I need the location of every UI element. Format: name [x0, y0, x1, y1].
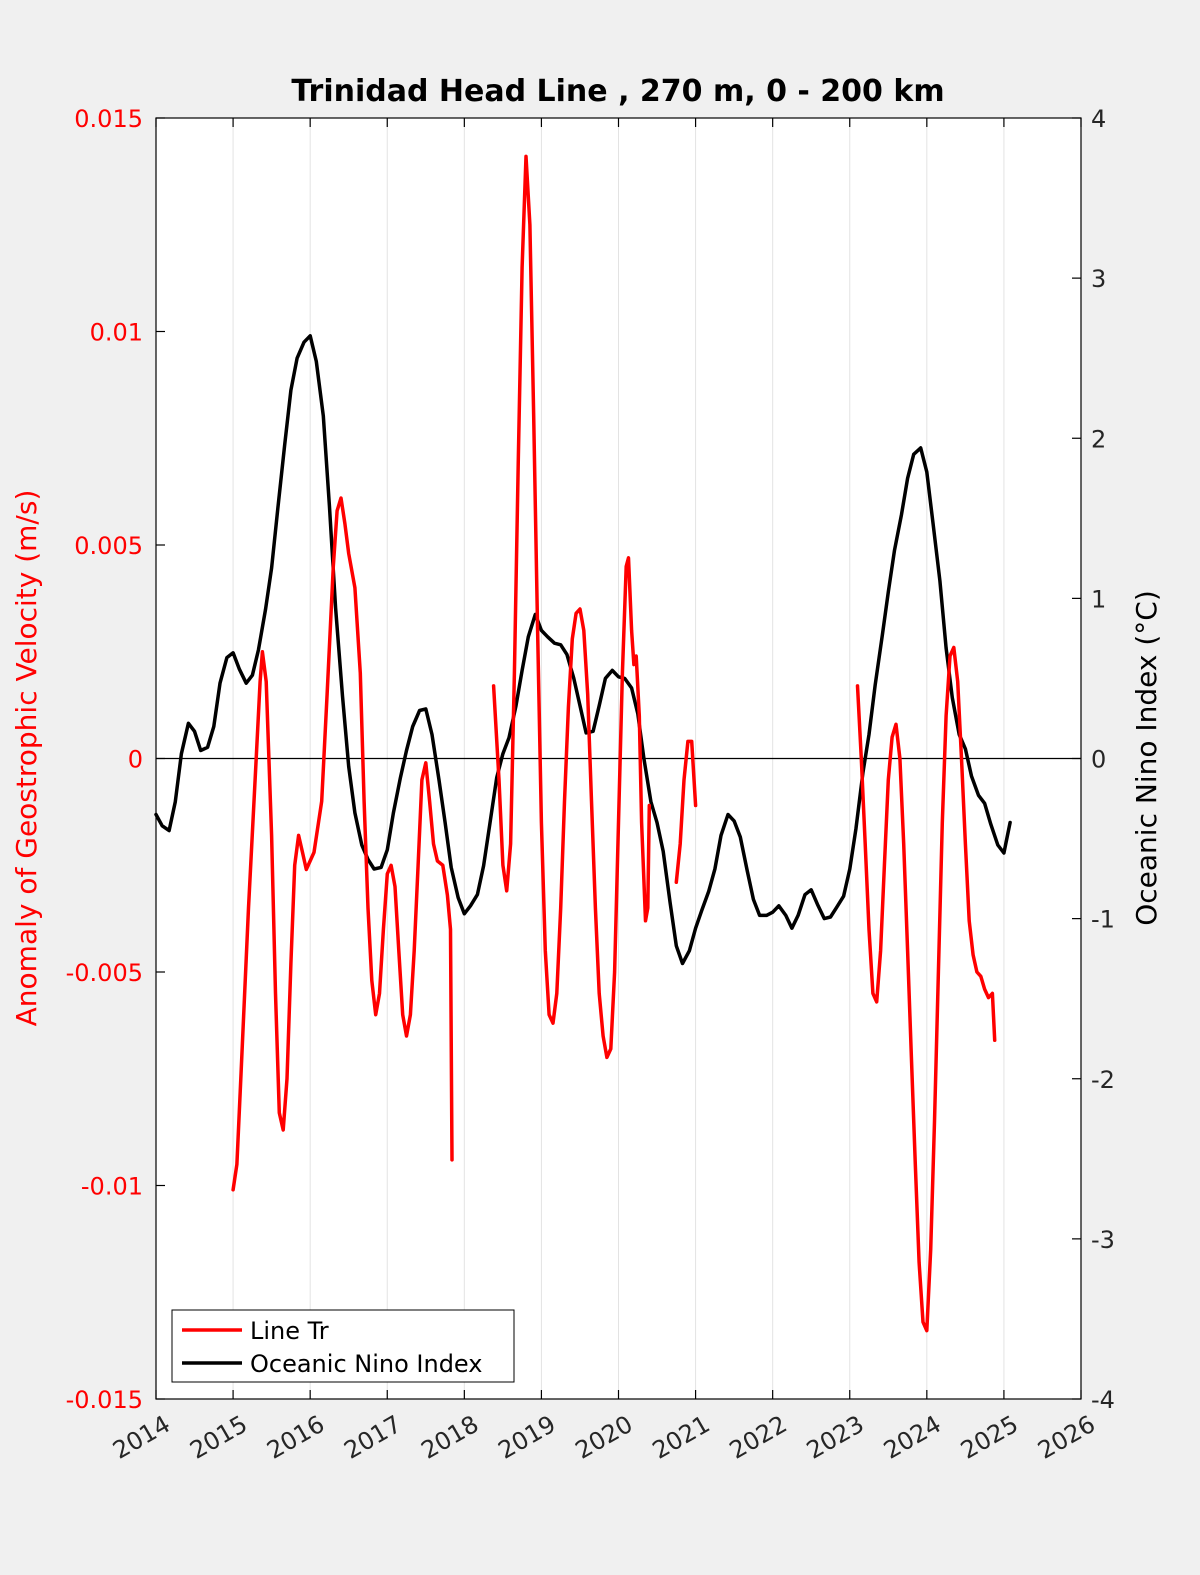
series-layer: [154, 154, 1012, 1333]
y-right-tick-label: 4: [1091, 105, 1106, 133]
legend-box: [171, 1309, 515, 1383]
y-right-tick-label: 0: [1091, 746, 1106, 774]
y-right-tick-label: -2: [1091, 1066, 1115, 1094]
y-right-tick-label: -1: [1091, 906, 1115, 934]
series-line-tr-segment-0: [231, 496, 454, 1192]
y-right-tick-label: 1: [1091, 585, 1106, 613]
y-left-tick-label: 0: [128, 746, 143, 774]
series-line-tr-segment-1: [491, 154, 652, 1060]
y-right-axis-ticks: 4 3 2 1 0 -1 -2 -3 -4: [1072, 105, 1115, 1414]
legend[interactable]: Line Tr Oceanic Nino Index: [171, 1309, 515, 1383]
y-right-tick-label: -3: [1091, 1226, 1115, 1254]
x-tick-label: 2026: [1033, 1410, 1100, 1465]
x-tick-label: 2021: [648, 1410, 715, 1465]
y-left-tick-label: 0.015: [74, 105, 143, 133]
x-tick-label: 2022: [725, 1410, 792, 1465]
series-line-tr-segment-3: [855, 645, 997, 1333]
y-right-axis-label: Oceanic Nino Index (°C): [1130, 590, 1163, 926]
y-left-axis-label: Anomaly of Geostrophic Velocity (m/s): [10, 490, 43, 1027]
x-tick-label: 2017: [339, 1410, 406, 1465]
legend-label-line-tr: Line Tr: [250, 1317, 329, 1345]
y-left-tick-label: -0.005: [66, 959, 143, 987]
x-tick-label: 2023: [802, 1410, 869, 1465]
y-left-tick-label: -0.01: [81, 1173, 143, 1201]
legend-label-oni: Oceanic Nino Index: [250, 1350, 482, 1378]
y-left-tick-label: 0.01: [90, 319, 143, 347]
x-tick-label: 2025: [956, 1410, 1023, 1465]
x-tick-label: 2015: [185, 1410, 252, 1465]
x-tick-label: 2016: [262, 1410, 329, 1465]
x-tick-label: 2024: [879, 1410, 946, 1465]
y-right-tick-label: 3: [1091, 265, 1106, 293]
x-tick-label: 2019: [494, 1410, 561, 1465]
series-oni-segment-0: [154, 334, 1012, 966]
x-tick-label: 2014: [108, 1410, 175, 1465]
x-tick-label: 2020: [571, 1410, 638, 1465]
chart-title: Trinidad Head Line , 270 m, 0 - 200 km: [291, 74, 944, 109]
y-left-axis-ticks: 0.015 0.01 0.005 0 -0.005 -0.01 -0.015: [66, 105, 165, 1414]
y-left-tick-label: -0.015: [66, 1386, 143, 1414]
y-right-tick-label: 2: [1091, 425, 1106, 453]
y-left-tick-label: 0.005: [74, 532, 143, 560]
series-line-tr-segment-2: [674, 739, 698, 885]
x-tick-label: 2018: [416, 1410, 483, 1465]
y-right-tick-label: -4: [1091, 1386, 1115, 1414]
